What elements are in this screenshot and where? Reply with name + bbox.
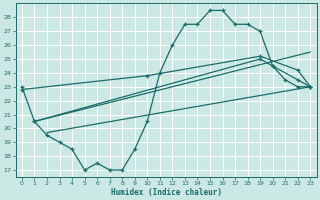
X-axis label: Humidex (Indice chaleur): Humidex (Indice chaleur): [111, 188, 221, 197]
